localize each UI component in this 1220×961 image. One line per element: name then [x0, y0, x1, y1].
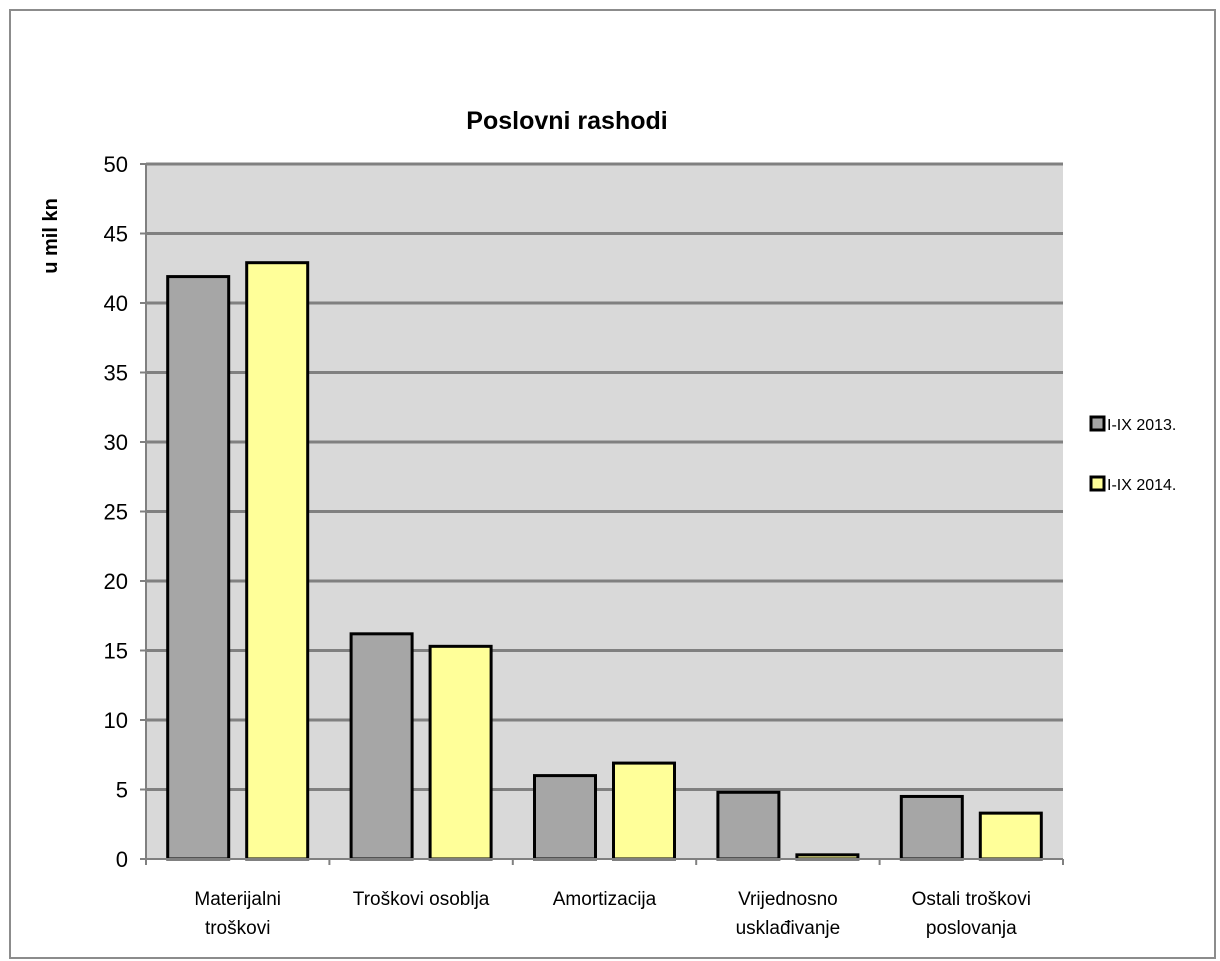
y-tick-label: 30	[104, 430, 128, 455]
chart-title: Poslovni rashodi	[466, 107, 667, 135]
axes	[140, 163, 1064, 865]
legend: I-IX 2013. I-IX 2014.	[1089, 415, 1176, 494]
bar	[978, 811, 1043, 861]
legend-swatch	[1089, 415, 1106, 432]
bar	[716, 790, 781, 861]
x-tick-label: Ostali troškovi	[912, 889, 1031, 910]
y-tick-label: 50	[104, 152, 128, 177]
x-tick-label: troškovi	[205, 918, 270, 939]
x-tick-label: usklađivanje	[736, 918, 841, 939]
y-tick-label: 45	[104, 222, 128, 247]
legend-swatch	[1089, 475, 1106, 492]
y-tick-label: 20	[104, 569, 128, 594]
x-tick-label: Troškovi osoblja	[353, 889, 490, 910]
legend-label: I-IX 2013.	[1107, 417, 1176, 434]
bars	[166, 261, 1043, 861]
bar	[428, 644, 493, 861]
bar	[899, 794, 964, 861]
x-tick-label: Amortizacija	[553, 889, 657, 910]
y-tick-label: 25	[104, 500, 128, 525]
x-tick-label: Materijalni	[194, 889, 281, 910]
y-tick-label: 10	[104, 708, 128, 733]
y-tick-label: 0	[116, 847, 128, 872]
x-tick-label: poslovanja	[926, 918, 1017, 939]
bar	[166, 275, 231, 861]
y-tick-label: 35	[104, 361, 128, 386]
x-tick-label: Vrijednosno	[738, 889, 838, 910]
y-tick-label: 40	[104, 291, 128, 316]
bar	[533, 774, 597, 861]
bar	[612, 761, 676, 861]
y-tick-labels: 0 5 10 15 20 25 30 35 40 45 50	[104, 152, 128, 872]
y-tick-label: 15	[104, 639, 128, 664]
y-tick-label: 5	[116, 778, 128, 803]
bar	[349, 632, 414, 861]
x-tick-labels: Materijalni troškovi Troškovi osoblja Amort…	[194, 889, 1031, 939]
legend-label: I-IX 2014.	[1107, 477, 1176, 494]
y-axis-label: u mil kn	[40, 198, 62, 274]
bar	[245, 261, 310, 861]
